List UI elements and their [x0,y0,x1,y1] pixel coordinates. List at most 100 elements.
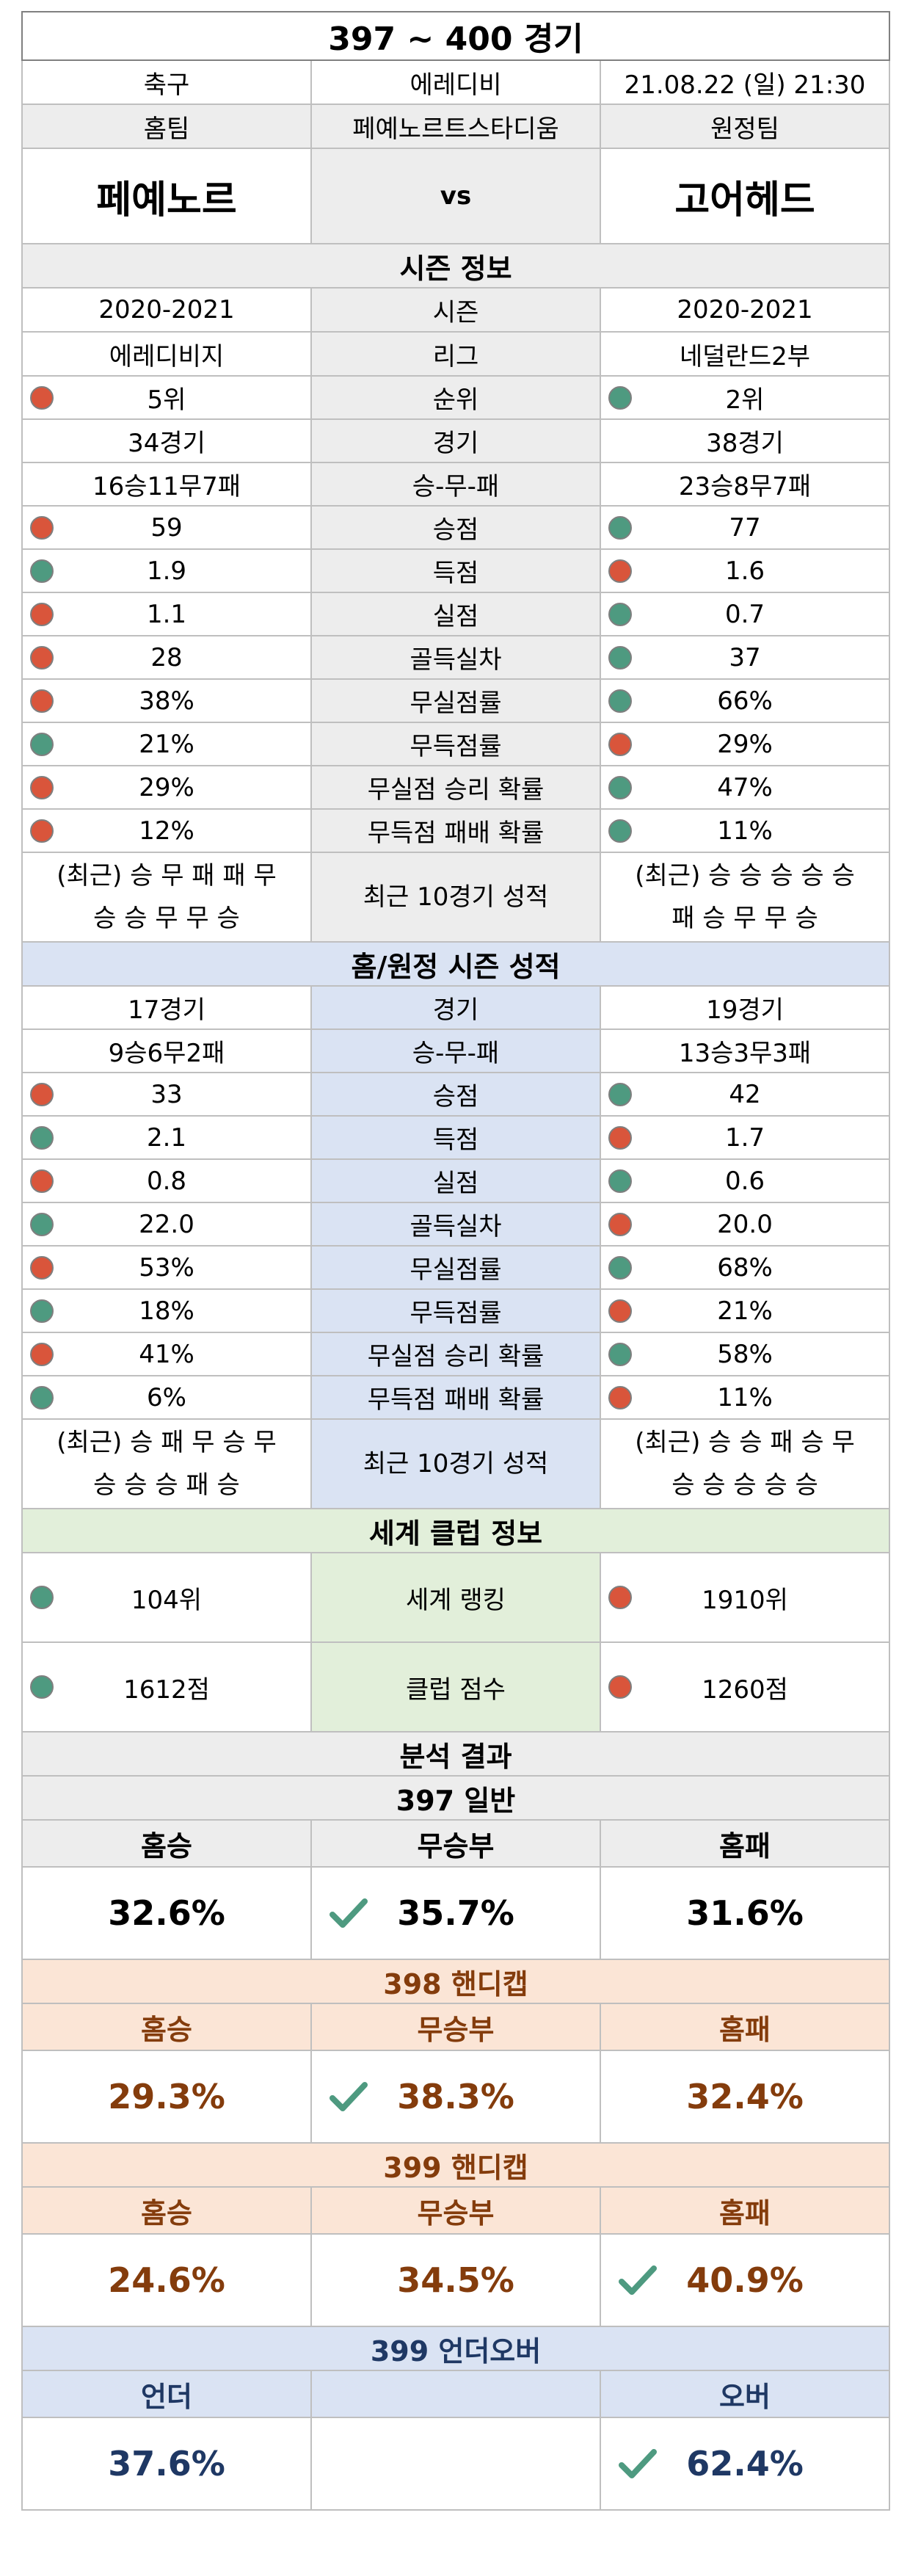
stat-row: 33 승점 42 [21,1072,891,1117]
stat-label: 세계 랭킹 [310,1552,601,1643]
away-recent-line2: 패 승 무 무 승 [671,904,818,933]
stat-label: 실점 [310,1158,601,1203]
stat-label: 무실점률 [310,1245,601,1290]
stadium-cell: 페예노르트스타디움 [310,104,601,149]
outcome-probability: 31.6% [599,1866,891,1960]
stat-label: 골득실차 [310,635,601,680]
home-stat-cell: 22.0 [21,1202,312,1247]
stat-label: 리그 [310,331,601,377]
away-stat-cell: 2020-2021 [599,287,891,333]
home-stat-value: 21% [139,729,194,759]
stat-row: 53% 무실점률 68% [21,1245,891,1290]
home-away-header: 홈/원정 시즌 성적 [21,941,891,987]
outcome-probability: 40.9% [599,2233,891,2327]
outcome-label: 무승부 [310,2003,601,2051]
away-stat-value: 1260점 [702,1675,788,1705]
stat-label: 득점 [310,1115,601,1160]
indicator-dot-icon [608,1212,632,1236]
home-stat-value: 22.0 [139,1209,194,1239]
away-stat-cell: 47% [599,765,891,810]
outcome-label: 홈승 [21,2186,312,2235]
indicator-dot-icon [30,1082,54,1106]
analysis-title-g398: 398 핸디캡 [21,1959,891,2004]
away-stat-value: 68% [717,1252,773,1282]
indicator-dot-icon [30,1342,54,1366]
home-stat-cell: 5위 [21,375,312,420]
away-stat-cell: 1910위 [599,1552,891,1643]
home-team-name: 페예노르 [21,148,312,244]
stat-row: 12% 무득점 패배 확률 11% [21,808,891,853]
probability-value: 24.6% [108,2260,225,2300]
away-stat-value: 77 [729,512,761,543]
indicator-dot-icon [608,819,632,843]
outcome-probability: 37.6% [21,2417,312,2511]
away-recent-line1: (최근) 승 승 승 승 승 [635,861,855,890]
indicator-dot-icon [30,1212,54,1236]
indicator-dot-icon [608,1082,632,1106]
stat-row: 38% 무실점률 66% [21,678,891,723]
indicator-dot-icon [608,1169,632,1193]
stat-row: 2020-2021 시즌 2020-2021 [21,287,891,333]
away-stat-cell: 네덜란드2부 [599,331,891,377]
home-stat-value: 6% [147,1382,186,1412]
stat-row: 28 골득실차 37 [21,635,891,680]
world-club-header: 세계 클럽 정보 [21,1508,891,1553]
away-stat-value: 58% [717,1339,773,1369]
home-stat-value: 29% [139,772,194,802]
home-stat-value: 34경기 [128,429,205,458]
home-stat-cell: 16승11무7패 [21,462,312,507]
indicator-dot-icon [608,645,632,670]
away-team-name: 고어헤드 [599,148,891,244]
outcome-probability: 38.3% [310,2050,601,2144]
analysis-table: 397 ~ 400 경기 축구 에레디비 21.08.22 (일) 21:30 … [21,11,891,2511]
home-stat-cell: 29% [21,765,312,810]
indicator-dot-icon [30,819,54,843]
away-stat-value: 2020-2021 [677,295,813,324]
stat-label: 무실점률 [310,678,601,723]
home-stat-cell: 28 [21,635,312,680]
away-stat-value: 66% [717,686,773,716]
indicator-dot-icon [608,1675,632,1699]
home-stat-value: 2.1 [146,1122,187,1153]
home-stat-cell: 2.1 [21,1115,312,1160]
match-analysis-sheet: 397 ~ 400 경기 축구 에레디비 21.08.22 (일) 21:30 … [21,11,891,2511]
home-stat-cell: 12% [21,808,312,853]
away-stat-value: 네덜란드2부 [679,341,811,371]
outcome-probability: 32.6% [21,1866,312,1960]
probability-value: 37.6% [108,2444,225,2484]
vs-label: vs [310,148,601,244]
stat-row: 2.1 득점 1.7 [21,1115,891,1160]
home-stat-value: 16승11무7패 [92,472,241,501]
away-stat-cell: 37 [599,635,891,680]
analysis-title-g399u: 399 언더오버 [21,2326,891,2371]
indicator-dot-icon [30,1125,54,1150]
stat-row: 9승6무2패 승-무-패 13승3무3패 [21,1028,891,1073]
outcome-label: 언더 [21,2370,312,2418]
away-stat-value: 1.7 [724,1122,765,1153]
home-stat-cell: 에레디비지 [21,331,312,377]
outcome-label: 홈승 [21,1819,312,1868]
season-info-header: 시즌 정보 [21,243,891,289]
probability-value: 29.3% [108,2077,225,2116]
indicator-dot-icon [608,1385,632,1409]
stat-label: 순위 [310,375,601,420]
away-stat-value: 37 [729,642,761,672]
checkmark-icon [330,2082,368,2111]
indicator-dot-icon [30,732,54,756]
away-stat-cell: 20.0 [599,1202,891,1247]
away-stat-value: 13승3무3패 [678,1039,812,1068]
indicator-dot-icon [608,1342,632,1366]
home-stat-cell: 38% [21,678,312,723]
stat-label: 무득점 패배 확률 [310,808,601,853]
away-stat-cell: 2위 [599,375,891,420]
home-stat-cell: 1612점 [21,1641,312,1733]
stat-label: 경기 [310,418,601,463]
home-stat-cell: 21% [21,722,312,766]
away-stat-cell: 66% [599,678,891,723]
indicator-dot-icon [608,1255,632,1280]
away-recent-line2: 승 승 승 승 승 [671,1470,818,1500]
